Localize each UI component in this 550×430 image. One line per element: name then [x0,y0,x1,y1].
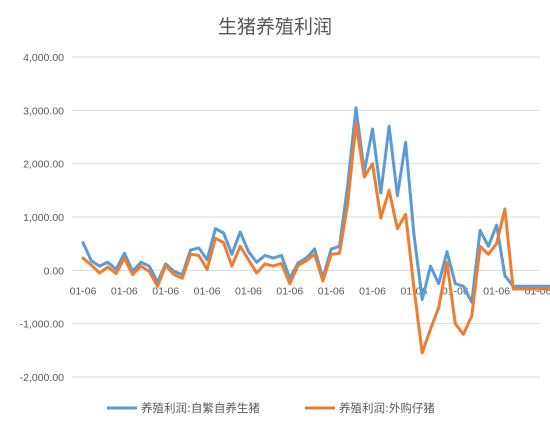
chart-title: 生猪养殖利润 [218,16,332,38]
x-tick-label: 01-06 [235,285,262,297]
x-tick-label: 01-06 [194,285,221,297]
x-tick-label: 01-06 [359,285,386,297]
x-tick-label: 01-06 [276,285,303,297]
series-line-2 [81,122,550,355]
y-tick-label: 1,000.00 [23,212,64,224]
x-tick-label: 01-06 [483,285,510,297]
y-tick-label: 4,000.00 [23,52,64,64]
gridlines [72,56,540,378]
legend-label-1: 养殖利润:自繁自养生猪 [141,401,260,415]
x-tick-label: 01-06 [442,285,469,297]
y-tick-label: -2,000.00 [20,372,65,384]
y-tick-label: 2,000.00 [23,159,64,171]
series-line-1 [81,106,550,304]
y-tick-label: -1,000.00 [20,319,65,331]
x-tick-label: 01-06 [152,285,179,297]
legend: 养殖利润:自繁自养生猪 养殖利润:外购仔猪 [107,401,435,415]
series-lines [81,106,550,355]
x-tick-label: 01-06 [318,285,345,297]
x-axis-ticks: 01-06 01-06 01-06 01-06 01-06 01-06 01-06 01-06… [70,285,550,297]
x-tick-label: 01-06 [70,285,97,297]
y-axis-ticks: 4,000.00 3,000.00 2,000.00 1,000.00 0.00 -1,0… [20,52,65,384]
x-tick-label: 01-06 [111,285,138,297]
y-tick-label: 3,000.00 [23,105,64,117]
legend-label-2: 养殖利润:外购仔猪 [339,401,435,415]
y-tick-label: 0.00 [44,265,65,277]
